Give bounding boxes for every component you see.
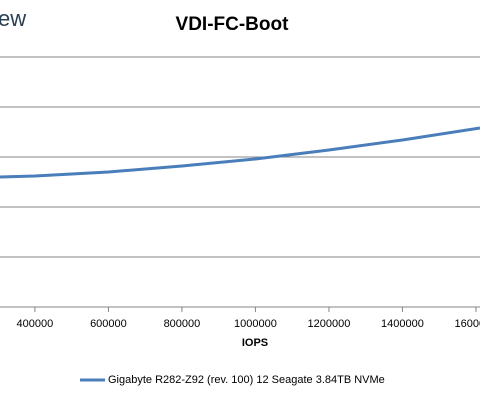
x-tick-label: 800000 xyxy=(164,318,201,330)
chart-title: VDI-FC-Boot xyxy=(176,14,290,35)
x-tick-label: 1400000 xyxy=(381,318,424,330)
x-axis-title: IOPS xyxy=(242,337,268,349)
x-tick-label: 1600000 xyxy=(455,318,480,330)
x-tick-label: 1200000 xyxy=(308,318,351,330)
x-tick-label: 600000 xyxy=(90,318,127,330)
x-tick-label: 1000000 xyxy=(234,318,277,330)
legend-label: Gigabyte R282-Z92 (rev. 100) 12 Seagate … xyxy=(108,374,385,386)
series-line xyxy=(0,126,480,179)
x-tick-label: 400000 xyxy=(17,318,54,330)
logo-text: ew xyxy=(0,6,26,31)
